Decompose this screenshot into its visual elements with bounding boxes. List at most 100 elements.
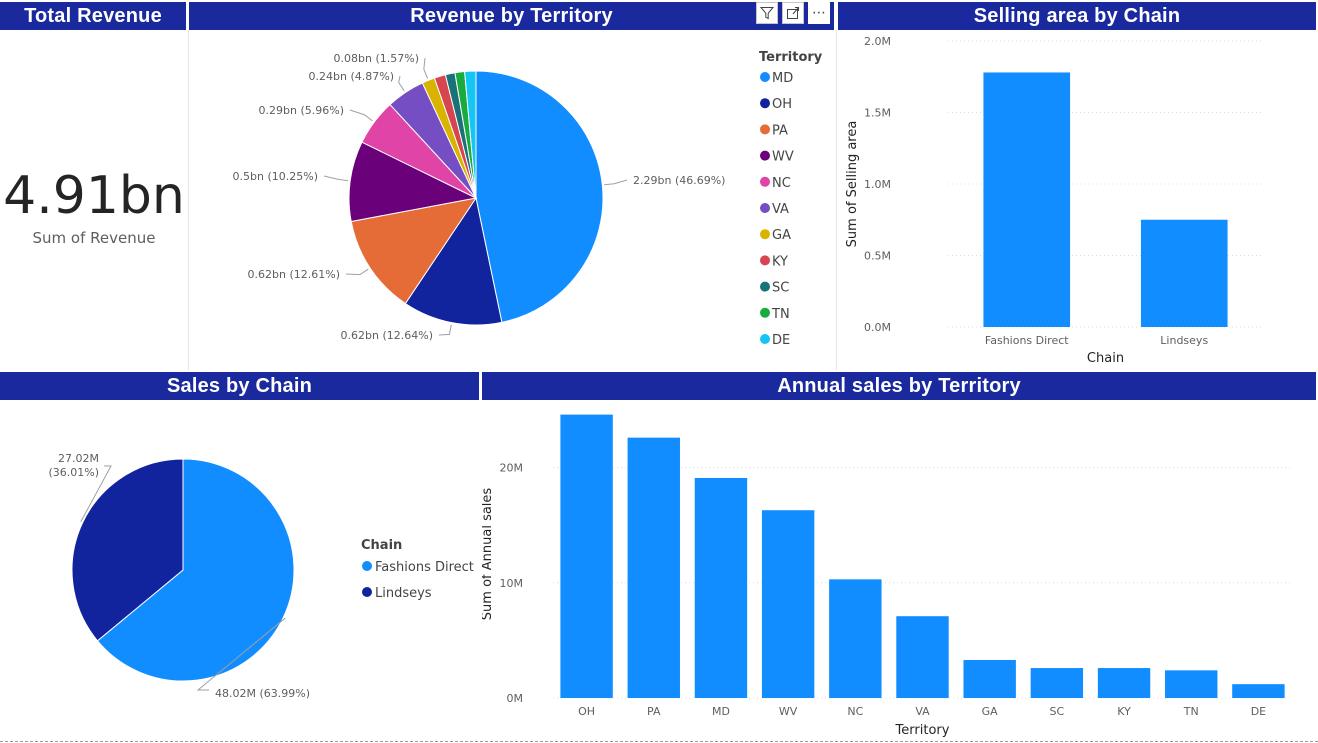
selling-area-title: Selling area by Chain (973, 4, 1181, 27)
y-axis-title: Sum of Selling area (845, 121, 860, 248)
pie-slice-lindseys[interactable] (71, 458, 184, 642)
legend-label: VA (772, 202, 789, 217)
revenue-by-territory-title: Revenue by Territory (410, 4, 613, 27)
legend-item-nc[interactable]: NC (760, 176, 791, 191)
bar-wv[interactable] (761, 510, 815, 698)
bar-ky[interactable] (1097, 668, 1151, 698)
sales-by-chain-header: Sales by Chain (0, 372, 479, 400)
more-options-icon: ⋯ (812, 5, 826, 21)
legend-marker (362, 587, 372, 597)
legend-item-de[interactable]: DE (760, 333, 790, 348)
filter-button[interactable] (756, 2, 778, 24)
x-tick-label: Lindseys (1160, 334, 1208, 347)
legend-title: Chain (361, 538, 402, 553)
focus-mode-button[interactable] (782, 2, 804, 24)
legend-item-oh[interactable]: OH (760, 97, 792, 112)
sales-by-chain-title: Sales by Chain (166, 374, 313, 397)
bar-lindseys[interactable] (1140, 219, 1228, 327)
pie-slice-md[interactable] (475, 70, 604, 323)
more-options-button[interactable]: ⋯ (808, 2, 830, 24)
bar-sc[interactable] (1030, 668, 1084, 698)
legend-item-va[interactable]: VA (760, 202, 789, 217)
selling-area-by-chain-chart[interactable]: 0.0M 0.5M 1.0M 1.5M 2.0M Fashions Direct Linds… (838, 30, 1316, 370)
legend-label: GA (772, 228, 791, 243)
data-label-lindseys-pct: (36.01%) (48, 466, 99, 479)
data-label-oh: 0.62bn (12.64%) (341, 329, 433, 342)
legend-label: KY (772, 254, 788, 269)
revenue-by-territory-chart[interactable]: 2.29bn (46.69%) 0.62bn (12.64%) 0.62bn (12… (189, 30, 836, 370)
leader-line (438, 324, 452, 336)
legend-item-ky[interactable]: KY (760, 254, 788, 269)
legend-item-lindseys[interactable]: Lindseys (362, 586, 432, 601)
data-label-wv: 0.5bn (10.25%) (233, 170, 318, 183)
kpi-card[interactable]: 4.91bn Sum of Revenue (0, 30, 188, 370)
y-tick-label: 0.0M (864, 321, 891, 334)
leader-line (196, 617, 286, 691)
pie-slice-wv[interactable] (348, 141, 478, 223)
pie-slice-oh[interactable] (404, 196, 503, 326)
bar-nc[interactable] (829, 579, 882, 698)
bar-oh[interactable] (560, 414, 613, 698)
kpi-value: 4.91bn (3, 166, 185, 226)
pie-slice-de[interactable] (464, 70, 477, 199)
x-tick-label: WV (779, 705, 798, 718)
bar-tn[interactable] (1165, 670, 1218, 698)
legend-label: SC (772, 281, 789, 296)
legend-item-tn[interactable]: TN (760, 307, 790, 322)
legend-item-fashions-direct[interactable]: Fashions Direct (362, 560, 474, 575)
legend-item-sc[interactable]: SC (760, 281, 789, 296)
annual-sales-header: Annual sales by Territory (482, 372, 1316, 400)
bar-fashions-direct[interactable] (983, 72, 1071, 328)
leader-line (423, 57, 429, 79)
x-tick-label: VA (915, 705, 930, 718)
data-label-fashions-direct: 48.02M (63.99%) (215, 687, 310, 700)
x-axis-title: Territory (895, 723, 950, 738)
data-label-va: 0.24bn (4.87%) (309, 70, 394, 83)
legend-label: DE (772, 333, 790, 348)
leader-line (604, 179, 628, 186)
sales-by-chain-chart[interactable]: 48.02M (63.99%) 27.02M(36.01%) Chain Fashio… (0, 400, 480, 740)
annual-sales-title: Annual sales by Territory (777, 374, 1021, 397)
y-axis-title: Sum of Annual sales (482, 488, 495, 621)
leader-line (80, 465, 112, 523)
data-label-nc: 0.29bn (5.96%) (259, 104, 344, 117)
pie-slice-fashions-direct[interactable] (96, 458, 295, 682)
selling-area-header: Selling area by Chain (838, 2, 1316, 30)
x-tick-label: GA (982, 705, 999, 718)
legend-item-wv[interactable]: WV (760, 150, 794, 165)
legend-label: NC (772, 176, 791, 191)
x-tick-label: OH (578, 705, 595, 718)
total-revenue-title: Total Revenue (24, 4, 162, 27)
legend-label: WV (772, 150, 794, 165)
x-tick-label: TN (1183, 705, 1199, 718)
x-tick-label: NC (847, 705, 863, 718)
leader-line (398, 75, 405, 92)
bar-ga[interactable] (963, 659, 1016, 698)
filter-icon (760, 7, 774, 20)
legend-item-md[interactable]: MD (760, 71, 793, 86)
legend-marker (760, 72, 770, 82)
annual-sales-by-territory-chart[interactable]: 0M 10M 20M OH PA MD WV NC VA GA SC KY TN DE Territory S… (482, 400, 1316, 740)
x-tick-label: KY (1117, 705, 1131, 718)
bar-md[interactable] (694, 477, 748, 698)
pie-slice-pa[interactable] (350, 197, 478, 305)
legend-marker (760, 255, 770, 266)
legend-item-ga[interactable]: GA (760, 228, 791, 243)
focus-mode-icon (787, 7, 799, 19)
legend-label: TN (771, 307, 790, 322)
legend-label: Fashions Direct (375, 560, 474, 575)
bar-de[interactable] (1232, 684, 1285, 698)
legend-marker (760, 176, 770, 187)
y-tick-label: 0.5M (864, 250, 891, 263)
bar-pa[interactable] (627, 437, 680, 698)
legend-label: Lindseys (375, 586, 432, 601)
leader-line (345, 268, 369, 276)
bar-va[interactable] (896, 616, 949, 698)
x-axis-title: Chain (1087, 351, 1124, 366)
y-tick-label: 2.0M (864, 35, 891, 48)
separator-kpi (188, 30, 189, 370)
legend-marker (760, 307, 770, 318)
x-tick-label: MD (712, 705, 730, 718)
legend-item-pa[interactable]: PA (760, 123, 788, 138)
kpi-label: Sum of Revenue (32, 229, 156, 247)
